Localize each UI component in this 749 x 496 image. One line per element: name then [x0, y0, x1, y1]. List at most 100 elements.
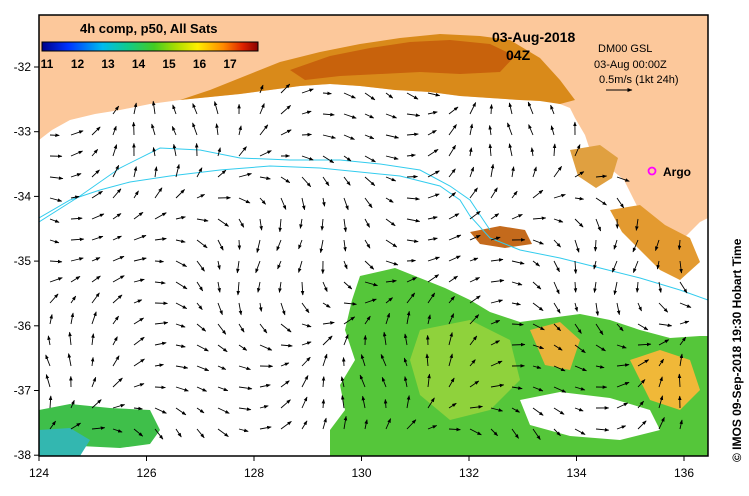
current-vector-arrow: [532, 166, 537, 178]
current-vector-arrow: [48, 395, 53, 409]
current-vector-arrow: [553, 386, 567, 393]
current-vector-arrow: [91, 311, 97, 325]
current-vector-arrow: [301, 176, 312, 188]
current-vector-arrow: [322, 281, 328, 293]
current-vector-arrow: [385, 176, 397, 182]
current-vector-arrow: [677, 373, 682, 388]
current-vector-arrow: [448, 332, 453, 346]
current-vector-arrow: [238, 302, 243, 316]
current-vector-arrow: [238, 386, 253, 391]
current-vector-arrow: [552, 143, 557, 157]
colorbar-tick-label: 14: [132, 57, 146, 71]
current-vector-arrow: [658, 416, 665, 430]
current-vector-arrow: [343, 334, 349, 346]
current-vector-arrow: [511, 302, 521, 306]
sst-shelf-patch: [470, 226, 532, 248]
current-vector-arrow: [635, 218, 639, 231]
current-vector-arrow: [635, 281, 640, 293]
current-vector-arrow: [259, 150, 272, 157]
current-vector-arrow: [91, 126, 101, 136]
current-vector-arrow: [301, 88, 314, 94]
current-vector-arrow: [70, 216, 83, 221]
current-vector-arrow: [425, 353, 430, 367]
current-vector-arrow: [679, 302, 692, 308]
current-vector-arrow: [133, 428, 144, 437]
current-vector-arrow: [152, 147, 156, 157]
current-vector-arrow: [343, 260, 348, 270]
current-vector-arrow: [364, 298, 377, 304]
current-vector-arrow: [574, 386, 586, 391]
current-vector-arrow: [574, 344, 586, 354]
argo-marker[interactable]: Argo: [647, 165, 692, 179]
current-vector-arrow: [469, 187, 478, 199]
current-vector-arrow: [637, 359, 650, 367]
current-vector-arrow: [280, 323, 292, 333]
current-vector-arrow: [637, 379, 646, 388]
current-vector-arrow: [679, 419, 683, 430]
current-vector-arrow: [616, 425, 627, 430]
current-vector-arrow: [280, 380, 290, 388]
current-vector-arrow: [574, 171, 585, 178]
current-vector-arrow: [469, 102, 477, 115]
sst-orange-se: [630, 350, 700, 410]
current-vector-arrow: [258, 302, 263, 312]
current-vector-arrow: [679, 260, 683, 274]
current-vector-arrow: [616, 402, 629, 409]
current-vector-arrow: [112, 355, 120, 367]
current-vector-arrow: [259, 197, 266, 205]
current-vector-arrow: [448, 144, 456, 157]
current-vector-arrow: [68, 331, 72, 346]
current-vector-arrow: [217, 281, 221, 293]
current-vector-arrow: [154, 341, 167, 346]
current-vector-arrow: [196, 428, 205, 439]
current-vector-arrow: [511, 166, 515, 178]
current-vector-arrow: [616, 381, 630, 388]
current-vector-arrow: [427, 373, 431, 388]
current-vector-arrow: [385, 218, 396, 227]
current-vector-arrow: [511, 213, 523, 220]
current-vector-arrow: [385, 239, 398, 248]
current-vector-arrow: [192, 103, 198, 115]
current-vector-arrow: [259, 124, 269, 136]
current-vector-arrow: [301, 110, 312, 115]
current-vector-arrow: [91, 292, 100, 304]
current-vector-arrow: [301, 341, 312, 346]
current-vector-arrow: [133, 190, 139, 199]
current-vector-arrow: [320, 218, 325, 231]
y-tick-label: -33: [14, 125, 32, 139]
current-vector-arrow: [490, 258, 504, 262]
colorbar-ticks: 11 12 13 14 15 16 17: [41, 57, 237, 71]
current-vector-arrow: [322, 134, 336, 139]
map-title: 4h comp, p50, All Sats: [80, 21, 218, 36]
current-vector-arrow: [656, 260, 660, 270]
current-vector-arrow: [553, 365, 566, 372]
current-vector-arrow: [574, 239, 580, 253]
current-vector-arrow: [298, 239, 303, 250]
current-vector-arrow: [427, 256, 440, 262]
current-vector-arrow: [196, 239, 208, 249]
current-vector-arrow: [175, 323, 186, 328]
current-vector-arrow: [237, 239, 242, 250]
current-vector-arrow: [427, 425, 438, 430]
current-vector-arrow: [616, 344, 627, 349]
x-tick-label: 134: [566, 466, 586, 480]
current-vector-arrow: [364, 134, 375, 140]
current-vector-arrow: [616, 197, 625, 209]
current-vector-arrow: [49, 420, 56, 430]
current-vector-arrow: [427, 130, 437, 136]
current-vector-arrow: [448, 402, 457, 409]
current-vector-arrow: [154, 187, 163, 199]
current-vector-arrow: [196, 344, 209, 352]
current-vector-arrow: [45, 354, 51, 367]
current-vector-arrow: [301, 420, 308, 430]
current-vector-arrow: [364, 281, 378, 287]
current-vector-arrow: [259, 344, 273, 351]
current-vector-arrow: [406, 310, 411, 325]
current-vector-arrow: [301, 396, 308, 409]
current-vector-arrow: [299, 218, 303, 229]
current-vector-arrow: [427, 314, 431, 325]
current-vector-arrow: [364, 419, 368, 430]
current-vector-arrow: [427, 274, 440, 283]
current-vector-arrow: [255, 260, 261, 274]
current-vector-arrow: [238, 146, 247, 157]
